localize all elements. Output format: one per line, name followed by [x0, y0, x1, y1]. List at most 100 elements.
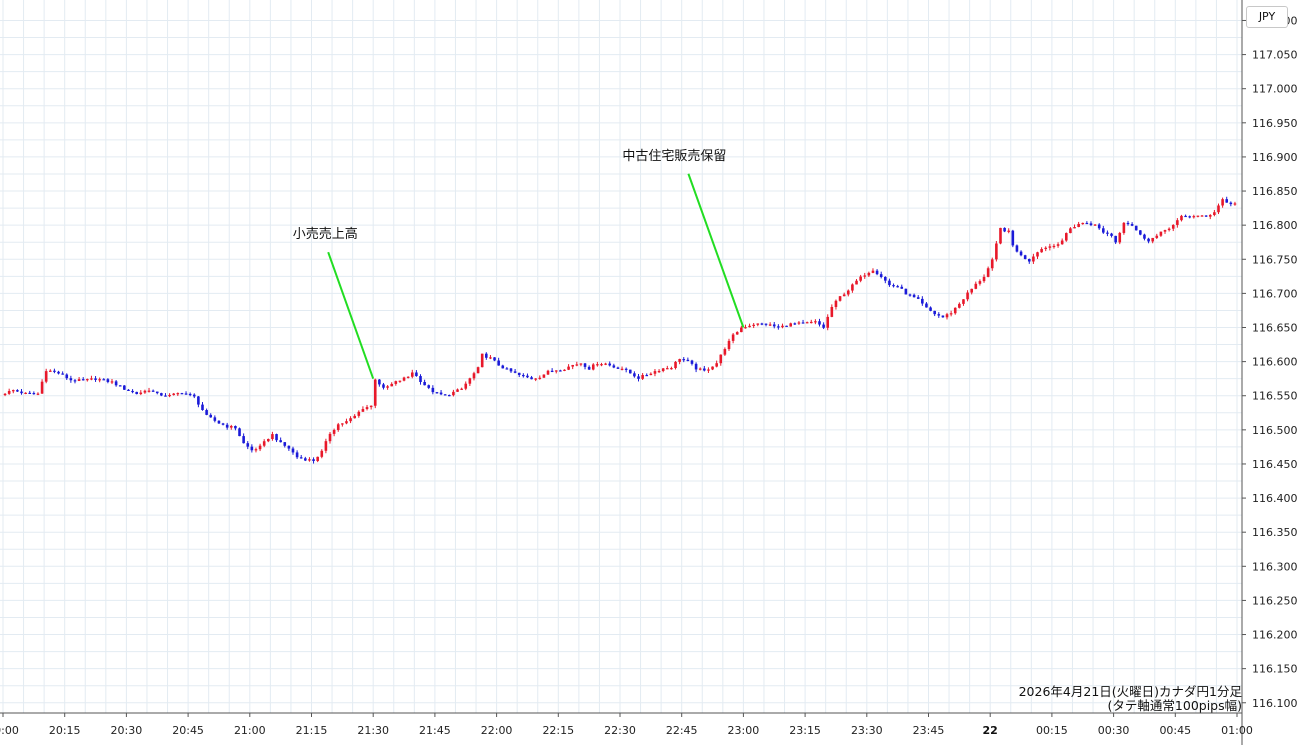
candle-up: [1077, 223, 1080, 228]
y-tick-label: 116.200: [1252, 629, 1298, 642]
candle-up: [834, 300, 838, 308]
candle-up: [1081, 222, 1085, 225]
candle-down: [69, 378, 73, 381]
candle-up: [563, 369, 566, 371]
candle-down: [879, 274, 883, 278]
candle-down: [892, 285, 895, 287]
candle-up: [480, 353, 484, 368]
candle-down: [1134, 225, 1138, 231]
candle-up: [674, 361, 677, 369]
candle-down: [875, 270, 879, 275]
candle-down: [378, 379, 381, 385]
candle-up: [1064, 233, 1068, 241]
candle-up: [604, 363, 607, 365]
candle-down: [1015, 245, 1019, 252]
candle-up: [90, 378, 93, 380]
candle-up: [727, 340, 731, 350]
candle-down: [246, 443, 250, 447]
candle-down: [250, 446, 254, 451]
candle-down: [941, 315, 945, 318]
candle-up: [678, 359, 681, 362]
y-tick-label: 117.000: [1252, 83, 1298, 96]
candle-up: [456, 389, 459, 392]
candle-up: [271, 434, 274, 440]
candle-down: [1085, 222, 1089, 225]
candle-up: [476, 367, 480, 374]
candle-up: [953, 307, 957, 314]
candle-up: [731, 334, 735, 341]
candle-up: [1069, 228, 1072, 234]
x-tick-label: 01:00: [1221, 724, 1253, 737]
candle-up: [410, 372, 414, 377]
candle-up: [110, 381, 114, 383]
candle-up: [723, 349, 727, 355]
candle-down: [1126, 222, 1130, 225]
candle-up: [77, 379, 81, 381]
candle-down: [624, 368, 628, 370]
candle-up: [1052, 245, 1056, 248]
candle-up: [386, 386, 389, 388]
candle-up: [390, 383, 394, 387]
candle-down: [645, 374, 649, 377]
candle-up: [1233, 203, 1237, 205]
candle-up: [649, 373, 653, 376]
candle-up: [538, 377, 542, 379]
candle-down: [1225, 199, 1229, 203]
candle-down: [201, 404, 204, 411]
candle-down: [127, 389, 130, 391]
candle-down: [633, 373, 636, 377]
candle-down: [933, 310, 936, 315]
candle-up: [1036, 252, 1039, 257]
candle-down: [53, 370, 56, 372]
candle-up: [254, 449, 258, 451]
x-tick-label: 22:45: [666, 724, 698, 737]
candle-down: [1027, 259, 1031, 262]
candle-up: [402, 377, 406, 381]
candle-down: [279, 440, 282, 443]
candle-down: [291, 448, 295, 453]
candle-down: [287, 445, 291, 449]
y-tick-label: 116.900: [1252, 151, 1298, 164]
candle-up: [978, 281, 982, 284]
candle-down: [818, 321, 821, 325]
annotation-label: 中古住宅販売保留: [622, 148, 726, 164]
candle-down: [513, 371, 517, 373]
candle-down: [1114, 235, 1117, 243]
candle-up: [1056, 244, 1060, 246]
candle-down: [447, 395, 451, 397]
candle-up: [267, 439, 270, 442]
chart-caption-line1: 2026年4月21日(火曜日)カナダ円1分足: [1018, 684, 1242, 699]
candle-down: [583, 363, 587, 367]
candle-down: [242, 436, 245, 444]
x-tick-label: 22:00: [481, 724, 513, 737]
candle-down: [628, 369, 632, 374]
candle-up: [768, 324, 772, 326]
candle-down: [94, 378, 97, 380]
candle-up: [670, 368, 673, 370]
candle-up: [336, 424, 340, 430]
candle-up: [974, 283, 978, 289]
candle-up: [846, 290, 850, 295]
candle-up: [826, 316, 830, 328]
candle-up: [1151, 237, 1154, 242]
candle-down: [382, 384, 385, 388]
candle-down: [221, 423, 225, 425]
candle-up: [962, 299, 965, 304]
candle-up: [369, 405, 373, 408]
candle-down: [118, 385, 122, 387]
currency-selector[interactable]: JPY: [1246, 6, 1288, 28]
candle-up: [571, 364, 574, 367]
candle-down: [135, 391, 138, 395]
candle-down: [1110, 233, 1113, 236]
x-tick-label: 23:15: [789, 724, 821, 737]
candle-up: [596, 364, 599, 366]
candle-up: [308, 459, 311, 461]
candle-up: [752, 324, 755, 326]
candle-down: [312, 459, 315, 462]
candle-up: [958, 303, 961, 308]
candle-up: [789, 323, 793, 327]
candle-down: [184, 393, 188, 395]
y-tick-label: 116.500: [1252, 424, 1298, 437]
candle-down: [764, 323, 768, 325]
x-tick-label: 21:30: [357, 724, 389, 737]
